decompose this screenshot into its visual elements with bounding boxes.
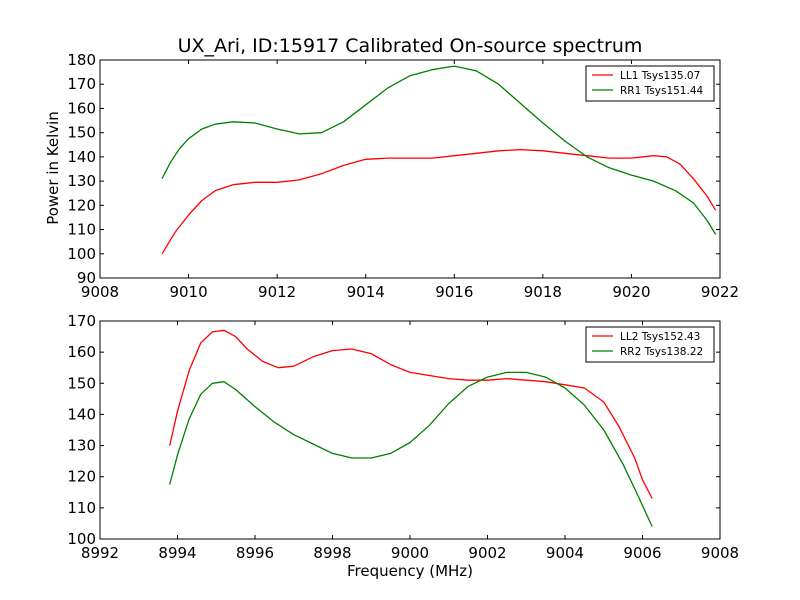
y-tick-label: 170 xyxy=(67,75,96,93)
y-tick-label: 100 xyxy=(67,530,96,548)
y-tick-label: 130 xyxy=(67,437,96,455)
y-axis-label: Power in Kelvin xyxy=(44,111,62,225)
y-tick-label: 140 xyxy=(67,405,96,423)
y-tick-label: 170 xyxy=(67,312,96,330)
x-tick-label: 9010 xyxy=(169,283,207,301)
y-tick-label: 90 xyxy=(77,269,96,287)
x-tick-label: 8992 xyxy=(81,544,119,562)
figure-title: UX_Ari, ID:15917 Calibrated On-source sp… xyxy=(178,35,643,57)
series-line-0-0 xyxy=(161,148,717,255)
x-tick-label: 8996 xyxy=(236,544,274,562)
top-spectrum-chart: 9008 9010 9012 9014 9016 9018 9020 9022 90 100 110… xyxy=(67,51,739,301)
x-tick-label: 9020 xyxy=(612,283,650,301)
x-tick-label: 9014 xyxy=(347,283,385,301)
y-tick-label: 110 xyxy=(67,221,96,239)
legend-label: LL1 Tsys135.07 xyxy=(620,70,700,82)
y-tick-label: 120 xyxy=(67,468,96,486)
y-tick-label: 130 xyxy=(67,172,96,190)
x-tick-label: 9000 xyxy=(391,544,429,562)
legend-box xyxy=(585,65,715,102)
x-tick-label: 9004 xyxy=(546,544,584,562)
y-tick-label: 100 xyxy=(67,245,96,263)
y-tick-label: 150 xyxy=(67,374,96,392)
y-tick-label: 160 xyxy=(67,99,96,117)
x-tick-label: 9008 xyxy=(701,544,739,562)
x-tick-label: 8998 xyxy=(313,544,351,562)
x-tick-label: 9018 xyxy=(524,283,562,301)
series-line-1-0 xyxy=(169,329,653,499)
bottom-spectrum-chart: 8992 8994 8996 8998 9000 9002 9004 9006 9008 100 1… xyxy=(67,312,739,562)
series-line-0-1 xyxy=(161,65,717,235)
legend-label: RR1 Tsys151.44 xyxy=(620,85,703,97)
legend-label: RR2 Tsys138.22 xyxy=(620,346,703,358)
x-tick-label: 9002 xyxy=(468,544,506,562)
x-tick-label: 9006 xyxy=(623,544,661,562)
y-tick-label: 150 xyxy=(67,124,96,142)
y-tick-label: 120 xyxy=(67,196,96,214)
series-line-1-1 xyxy=(169,371,653,527)
legend-box xyxy=(585,326,715,363)
x-tick-label: 9022 xyxy=(701,283,739,301)
y-tick-label: 180 xyxy=(67,51,96,69)
x-axis-label: Frequency (MHz) xyxy=(347,562,473,580)
x-tick-label: 9008 xyxy=(81,283,119,301)
axes-frame xyxy=(99,59,721,279)
x-tick-label: 9016 xyxy=(435,283,473,301)
x-tick-label: 8994 xyxy=(158,544,196,562)
legend-label: LL2 Tsys152.43 xyxy=(620,331,700,343)
y-tick-label: 110 xyxy=(67,499,96,517)
y-tick-label: 160 xyxy=(67,343,96,361)
x-tick-label: 9012 xyxy=(258,283,296,301)
y-tick-label: 140 xyxy=(67,148,96,166)
